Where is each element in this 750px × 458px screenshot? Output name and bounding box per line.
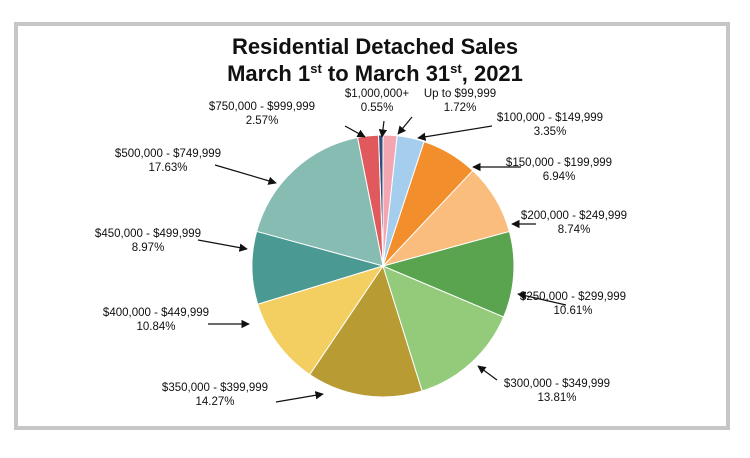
slice-category-label: Up to $99,999 xyxy=(424,88,496,100)
pie-slice xyxy=(257,265,385,376)
slice-category-label: $1,000,000+ xyxy=(345,88,410,100)
pie-slices xyxy=(251,134,515,398)
slice-category-label: $750,000 - $999,999 xyxy=(209,101,315,113)
pie-slice xyxy=(382,265,505,392)
slice-percent-label: 17.63% xyxy=(148,162,187,174)
slice-category-label: $500,000 - $749,999 xyxy=(115,148,221,160)
pie-slice xyxy=(256,136,384,267)
title-date-end-suffix: st xyxy=(450,61,462,76)
slice-percent-label: 2.57% xyxy=(246,115,279,127)
title-year: , 2021 xyxy=(461,61,523,86)
slice-percent-label: 1.72% xyxy=(444,102,477,114)
title-date-start-suffix: st xyxy=(310,61,322,76)
leader-arrow xyxy=(197,239,248,252)
leader-arrow xyxy=(214,164,277,185)
slice-category-label: $400,000 - $449,999 xyxy=(103,307,209,319)
slice-category-label: $100,000 - $149,999 xyxy=(497,112,603,124)
leader-arrow xyxy=(344,125,366,138)
slice-category-label: $200,000 - $249,999 xyxy=(521,210,627,222)
slice-labels: $1,000,000+ 0.55% $750,000 - $999,999 2.57%… xyxy=(95,88,627,408)
slice-percent-label: 8.74% xyxy=(558,224,591,236)
slice-category-label: $450,000 - $499,999 xyxy=(95,228,201,240)
slice-percent-label: 6.94% xyxy=(543,171,576,183)
leader-arrow xyxy=(275,391,324,403)
chart-title-line-2: March 1st to March 31st, 2021 xyxy=(0,61,750,87)
leader-arrow xyxy=(517,291,567,306)
slice-percent-label: 14.27% xyxy=(195,396,234,408)
slice-percent-label: 10.84% xyxy=(136,321,175,333)
pie-slice xyxy=(309,264,423,398)
slice-category-label: $250,000 - $299,999 xyxy=(520,291,626,303)
slice-percent-label: 0.55% xyxy=(361,102,394,114)
chart-title-line-1: Residential Detached Sales xyxy=(231,34,519,59)
title-date-start: March 1 xyxy=(227,61,311,86)
leader-arrow xyxy=(378,120,388,138)
slice-category-label: $150,000 - $199,999 xyxy=(506,157,612,169)
slice-category-label: $350,000 - $399,999 xyxy=(162,382,268,394)
leader-arrow xyxy=(417,125,493,141)
leader-arrow xyxy=(477,365,498,381)
slice-percent-label: 8.97% xyxy=(132,242,165,254)
slice-percent-label: 10.61% xyxy=(553,305,592,317)
slice-percent-label: 13.81% xyxy=(537,392,576,404)
leader-arrow xyxy=(397,116,413,135)
title-date-end: to March 31 xyxy=(321,61,451,86)
pie-slice xyxy=(381,230,515,318)
leader-lines xyxy=(197,116,567,403)
slice-percent-label: 3.35% xyxy=(534,126,567,138)
slice-category-label: $300,000 - $349,999 xyxy=(504,378,610,390)
